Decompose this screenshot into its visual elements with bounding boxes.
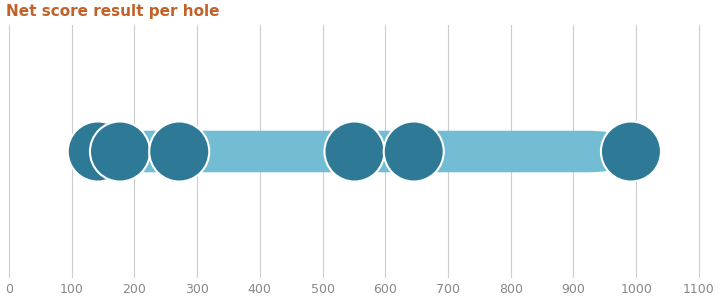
Text: Net score result per hole: Net score result per hole [6, 4, 219, 19]
